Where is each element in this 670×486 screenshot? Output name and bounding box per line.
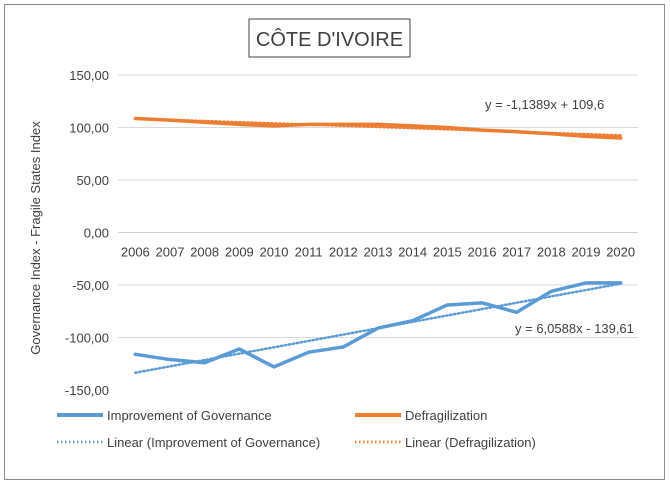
x-tick-label: 2015 [433, 245, 462, 260]
trendline-governance [134, 282, 622, 374]
x-tick-label: 2010 [260, 245, 289, 260]
y-tick-label: 150,00 [69, 68, 109, 83]
legend-label-linear-governance: Linear (Improvement of Governance) [107, 435, 320, 450]
x-tick-label: 2018 [537, 245, 566, 260]
legend-label-linear-defragilization: Linear (Defragilization) [405, 435, 536, 450]
x-tick-label: 2020 [606, 245, 635, 260]
x-tick-label: 2013 [364, 245, 393, 260]
chart-title: CÔTE D'IVOIRE [256, 28, 403, 51]
y-tick-label: 50,00 [76, 173, 109, 188]
chart-canvas: CÔTE D'IVOIRE -150,00 -100,00 -50,00 0,00 50… [28, 18, 638, 450]
x-tick-label: 2012 [329, 245, 358, 260]
y-tick-label: -100,00 [65, 331, 109, 346]
x-tick-label: 2017 [502, 245, 531, 260]
x-tick-label: 2016 [468, 245, 497, 260]
trendline-defragilization [134, 117, 622, 137]
x-tick-label: 2006 [121, 245, 150, 260]
y-axis-tick-labels: -150,00 -100,00 -50,00 0,00 50,00 100,00 150,0… [65, 68, 109, 398]
legend-label-governance: Improvement of Governance [107, 408, 272, 423]
x-tick-label: 2011 [295, 245, 323, 260]
trendlines [134, 117, 622, 374]
chart-frame: CÔTE D'IVOIRE -150,00 -100,00 -50,00 0,00 50… [4, 4, 665, 480]
x-tick-label: 2019 [572, 245, 601, 260]
y-tick-label: 0,00 [84, 226, 109, 241]
y-tick-label: 100,00 [69, 121, 109, 136]
trendline-equation-defragilization: y = -1,1389x + 109,6 [485, 97, 604, 112]
legend-label-defragilization: Defragilization [405, 408, 487, 423]
trendline-equation-governance: y = 6,0588x - 139,61 [515, 321, 634, 336]
x-tick-label: 2009 [225, 245, 254, 260]
y-axis-title: Governance Index - Fragile States Index [28, 121, 43, 355]
x-tick-label: 2014 [398, 245, 427, 260]
y-tick-label: -150,00 [65, 383, 109, 398]
y-tick-label: -50,00 [72, 278, 109, 293]
x-axis-tick-labels: 2006 2007 2008 2009 2010 2011 2012 2013 2014 2015… [121, 245, 635, 260]
title-box [248, 18, 411, 58]
legend: Improvement of Governance Defragilizatio… [57, 408, 536, 450]
x-tick-label: 2007 [156, 245, 185, 260]
gridlines [118, 74, 638, 338]
x-tick-label: 2008 [190, 245, 219, 260]
